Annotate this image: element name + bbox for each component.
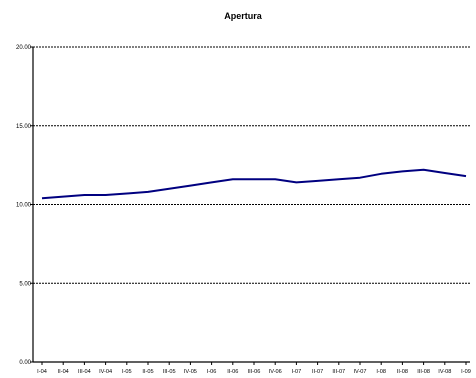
x-tick-label: I-06 [207,369,217,375]
axes [32,47,470,363]
y-tick-label: 15.00 [16,124,32,130]
x-tick-label: I-09 [461,369,471,375]
x-tick-label: IV-08 [438,369,451,375]
chart-title: Apertura [224,11,263,21]
x-tick-label: II-07 [312,369,323,375]
x-tick-label: IV-06 [269,369,282,375]
x-tick-label: I-05 [122,369,132,375]
x-tick-label: II-04 [58,369,69,375]
x-tick-label: IV-04 [99,369,112,375]
x-tick-label: III-08 [417,369,430,375]
series-line [41,168,467,200]
x-tick-label: III-06 [248,369,261,375]
gridlines [33,46,470,284]
series-group [41,168,467,200]
y-tick-label: 10.00 [16,203,32,209]
x-tick-label: I-07 [292,369,302,375]
y-tick-label: 0.00 [19,360,31,366]
y-tick-label: 20.00 [16,45,32,51]
y-tick-label: 5.00 [19,281,31,287]
x-tick-label: II-08 [397,369,408,375]
x-tick-label: I-04 [37,369,47,375]
x-tick-label: IV-07 [353,369,366,375]
x-tick-label: II-06 [227,369,238,375]
x-tick-label: III-07 [332,369,345,375]
x-tick-label: III-04 [78,369,91,375]
x-tick-label: II-05 [142,369,153,375]
x-tick-label: IV-05 [184,369,197,375]
y-axis-ticks: 0.00 5.00 10.00 15.00 20.00 [16,45,33,366]
x-tick-label: I-08 [376,369,386,375]
x-tick-label: III-05 [163,369,176,375]
x-axis-ticks: I-04 II-04 III-04 IV-04 I-05 II-05 III-05 IV-05… [37,362,471,375]
